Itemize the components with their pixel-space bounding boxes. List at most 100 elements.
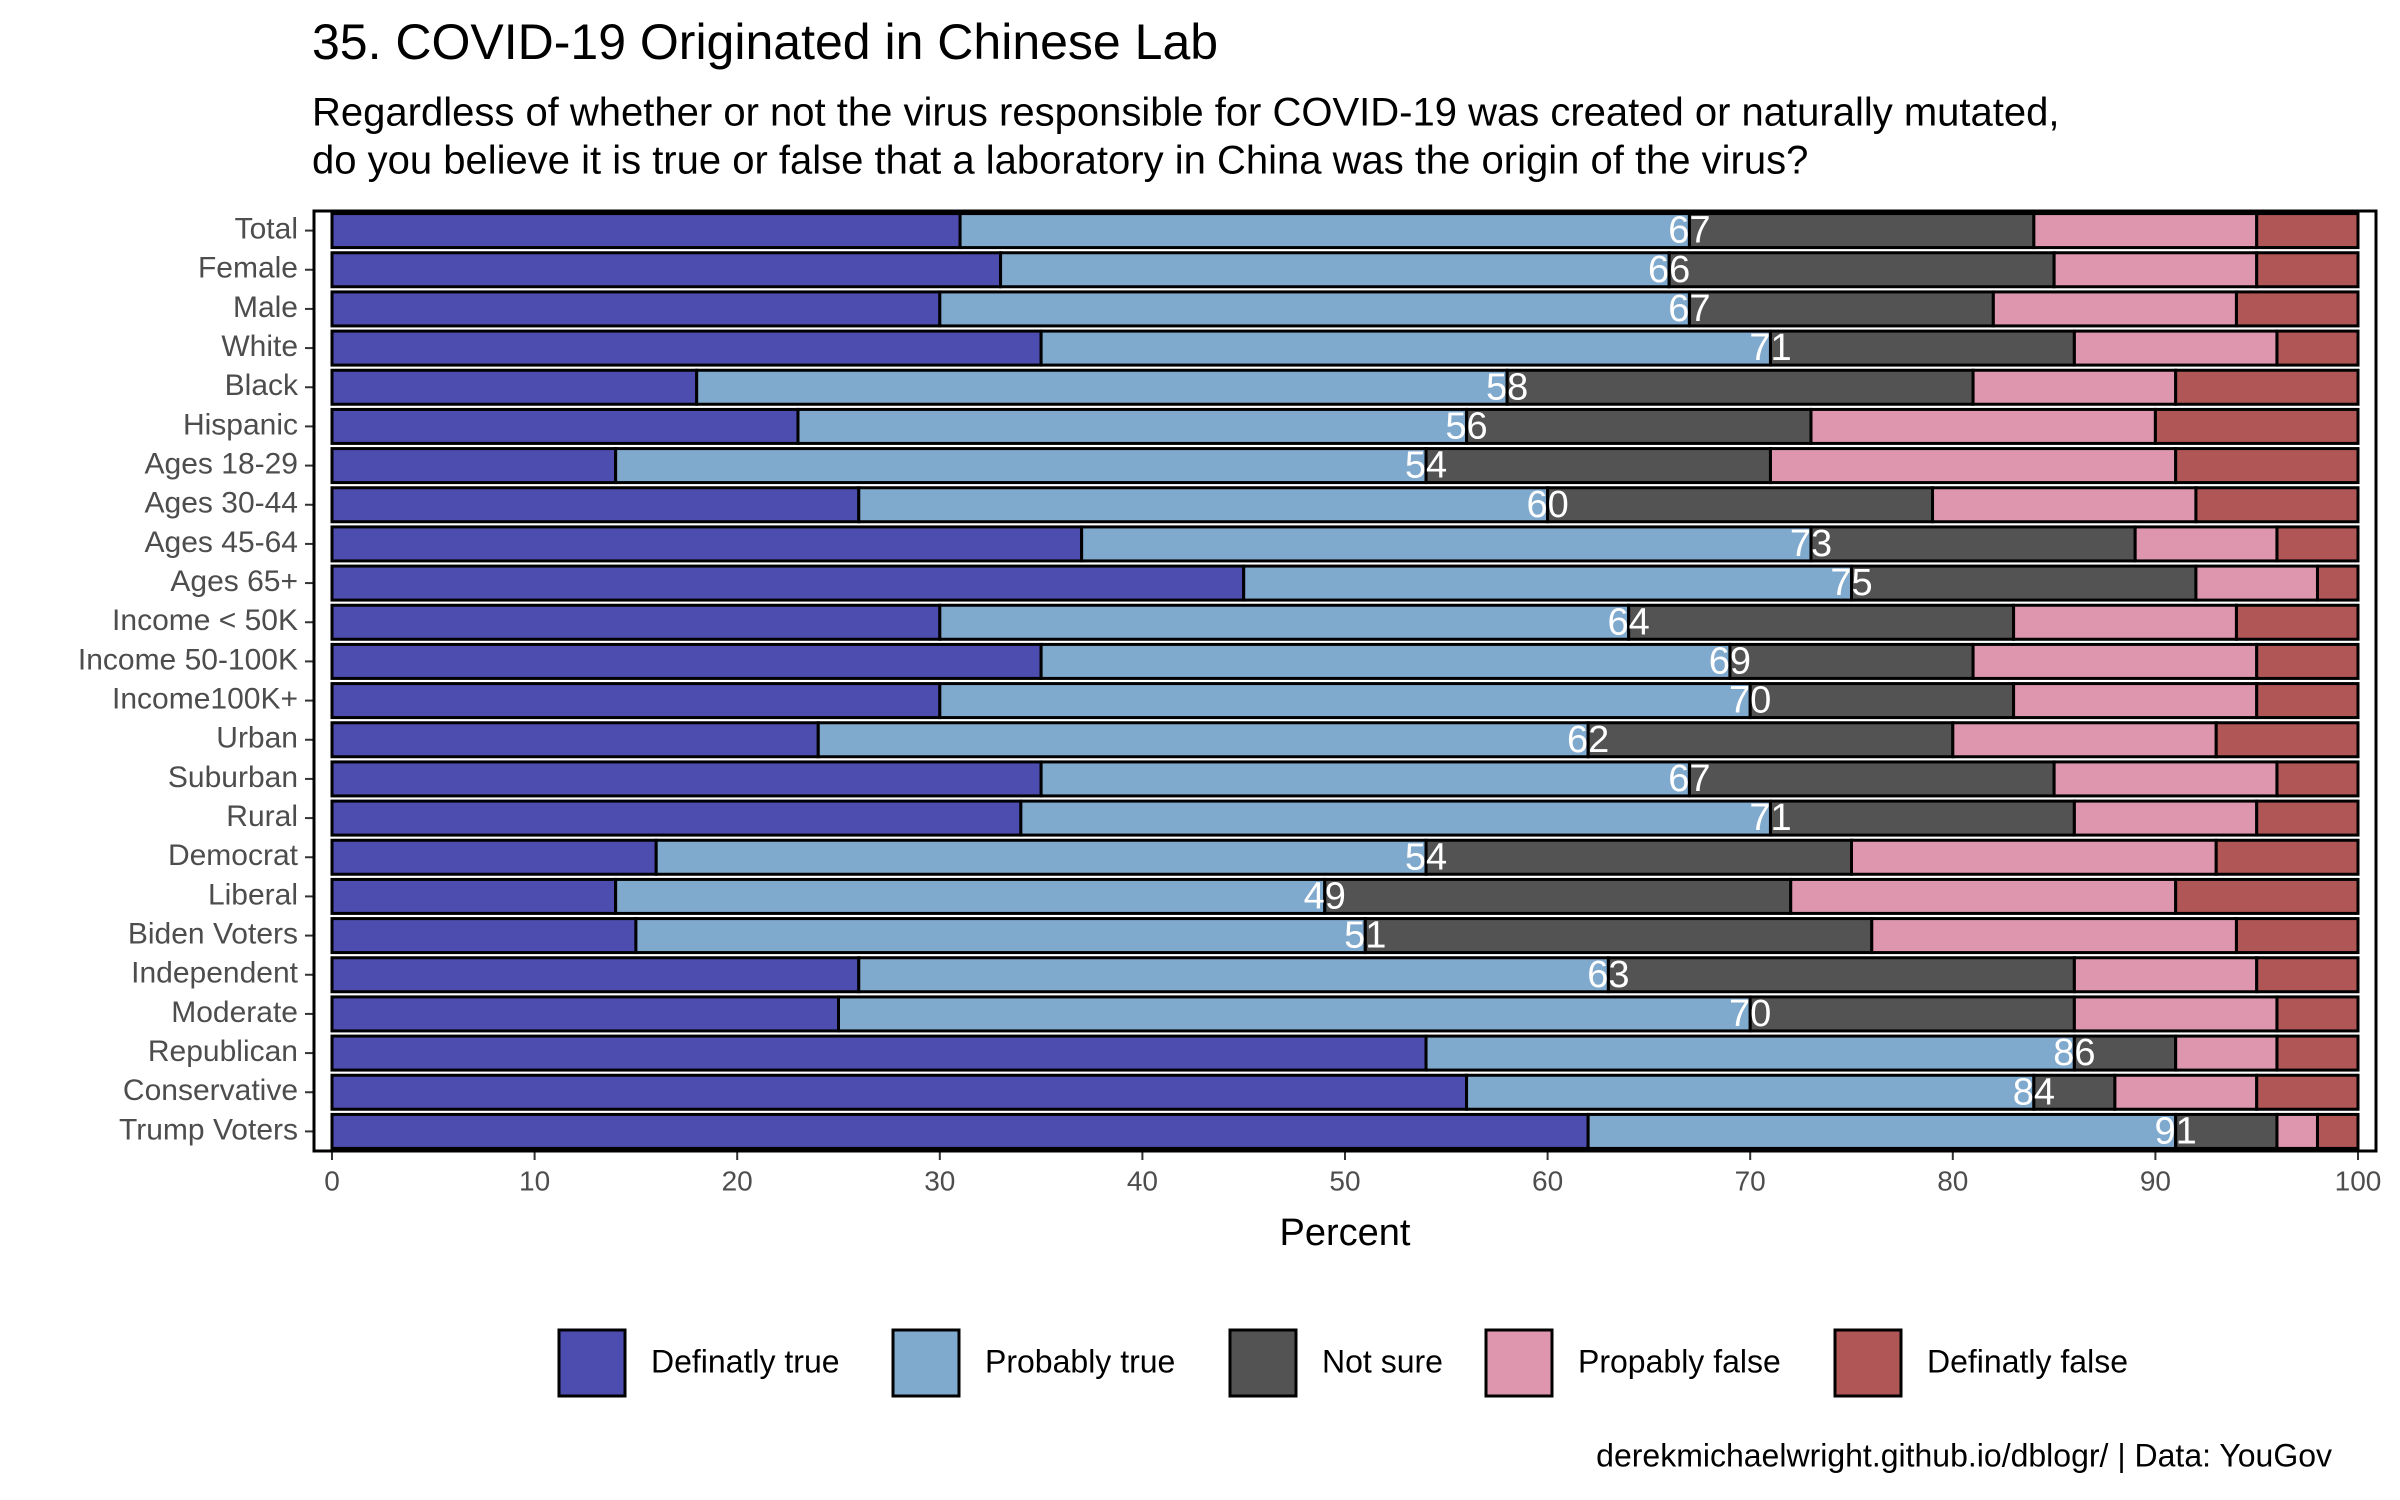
bar-segment — [958, 212, 1691, 250]
y-tick-label: Suburban — [168, 761, 298, 794]
value-label: 91 — [2155, 1110, 2197, 1152]
legend-label: Definatly false — [1927, 1343, 2128, 1379]
bar-segment — [330, 956, 861, 994]
bar-segment — [1850, 838, 2218, 876]
legend-label: Not sure — [1322, 1343, 1443, 1379]
value-label: 60 — [1526, 484, 1568, 526]
legend-label: Definatly true — [651, 1343, 840, 1379]
bar-segment — [1546, 486, 1935, 524]
bar-segment — [2214, 838, 2360, 876]
value-label: 66 — [1648, 249, 1690, 291]
bar-segment — [2012, 682, 2259, 720]
bar-segment — [1991, 290, 2238, 328]
bar-segment — [1870, 917, 2238, 955]
y-tick-label: Ages 45-64 — [145, 526, 298, 559]
bar-segment — [1606, 956, 2076, 994]
chart-title: 35. COVID-19 Originated in Chinese Lab — [312, 14, 1218, 70]
bar-segment — [2133, 525, 2279, 563]
y-tick-label: Urban — [216, 722, 298, 755]
bar-segment — [330, 290, 942, 328]
bar-segment — [1323, 877, 1793, 915]
legend-label: Probably true — [985, 1343, 1175, 1379]
legend-key — [1228, 1328, 1298, 1398]
bar-segment — [2234, 917, 2360, 955]
bar-segment — [2255, 1073, 2360, 1111]
bar-segment — [1809, 525, 2137, 563]
bar-segment — [2072, 329, 2279, 367]
bar-segment — [2052, 251, 2259, 289]
bar-segment — [2072, 956, 2259, 994]
bar-segment — [614, 877, 1327, 915]
bar-segment — [2315, 1112, 2360, 1150]
bar-segment — [330, 603, 942, 641]
bar-segment — [938, 603, 1631, 641]
panel — [314, 211, 2376, 1151]
x-tick-label: 70 — [1735, 1165, 1766, 1196]
bar-segment — [2255, 251, 2360, 289]
bar-segment — [2072, 799, 2259, 837]
bar-segment — [2275, 1034, 2360, 1072]
bar-segment — [2214, 721, 2360, 759]
legend-key — [1833, 1328, 1903, 1398]
bar-segment — [999, 251, 1671, 289]
bar-segment — [2174, 447, 2360, 485]
bar-segment — [2194, 486, 2360, 524]
bar-segment — [330, 251, 1003, 289]
x-tick-label: 40 — [1127, 1165, 1158, 1196]
legend-label: Propably false — [1578, 1343, 1781, 1379]
x-tick-label: 10 — [519, 1165, 550, 1196]
chart-subtitle: Regardless of whether or not the virus r… — [312, 91, 2060, 135]
bar-segment — [938, 290, 1691, 328]
legend-key — [1484, 1328, 1554, 1398]
bar-segment — [1768, 329, 2076, 367]
caption: derekmichaelwright.github.io/dblogr/ | D… — [1596, 1437, 2332, 1473]
bar-segment — [695, 368, 1509, 406]
value-label: 49 — [1304, 875, 1346, 917]
chart-subtitle: do you believe it is true or false that … — [312, 139, 1808, 183]
bar-segment — [857, 956, 1610, 994]
y-tick-label: Biden Voters — [128, 918, 298, 951]
value-label: 70 — [1729, 680, 1771, 722]
bar-segment — [1971, 642, 2259, 680]
bar-segment — [330, 721, 820, 759]
bar-segment — [330, 799, 1023, 837]
bar-segment — [1687, 760, 2056, 798]
bar-segment — [1748, 682, 2016, 720]
bar-segment — [330, 1034, 1428, 1072]
x-tick-label: 80 — [1937, 1165, 1968, 1196]
bar-segment — [1586, 1112, 2178, 1150]
bar-segment — [2255, 682, 2360, 720]
bar-segment — [2012, 603, 2238, 641]
value-label: 71 — [1749, 327, 1791, 369]
bar-segment — [1505, 368, 1975, 406]
bar-segment — [330, 917, 638, 955]
bar-segment — [1039, 329, 1772, 367]
value-label: 51 — [1344, 915, 1386, 957]
bar-segment — [1971, 368, 2178, 406]
bar-segment — [1789, 877, 2178, 915]
bar-segment — [1768, 799, 2076, 837]
x-tick-label: 60 — [1532, 1165, 1563, 1196]
bar-segment — [1586, 721, 1955, 759]
bar-segment — [1931, 486, 2198, 524]
bar-segment — [1627, 603, 2016, 641]
bar-segment — [1687, 290, 1995, 328]
y-tick-label: Income 50-100K — [78, 643, 298, 676]
bar-segment — [2032, 1073, 2117, 1111]
bar-segment — [2174, 1034, 2279, 1072]
y-tick-label: Income100K+ — [112, 683, 298, 716]
y-tick-label: Republican — [148, 1035, 298, 1068]
bar-segment — [330, 447, 618, 485]
y-tick-label: Liberal — [208, 878, 298, 911]
bar-segment — [2275, 1112, 2319, 1150]
bar-segment — [1667, 251, 2056, 289]
bar-segment — [2275, 760, 2360, 798]
y-tick-label: Income < 50K — [112, 604, 298, 637]
bar-segment — [2153, 407, 2360, 445]
bar-segment — [330, 760, 1043, 798]
bar-segment — [1850, 564, 2198, 602]
y-tick-label: Total — [235, 213, 298, 246]
bar-segment — [1242, 564, 1853, 602]
x-tick-label: 50 — [1329, 1165, 1360, 1196]
